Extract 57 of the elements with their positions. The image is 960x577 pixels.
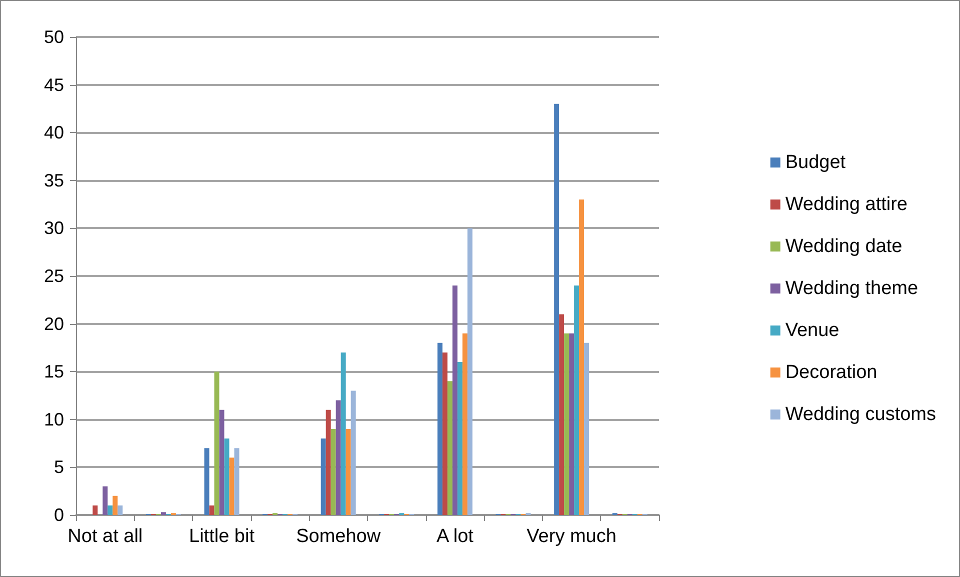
y-tick-label: 40	[44, 122, 64, 143]
x-tick-label: Somehow	[296, 526, 381, 547]
bar	[574, 286, 580, 515]
x-tick-label: Not at all	[68, 526, 143, 547]
legend-label: Wedding customs	[785, 404, 936, 425]
y-tick-label: 15	[44, 362, 64, 382]
x-tick-label: Very much	[526, 526, 616, 547]
bar	[214, 372, 220, 515]
legend-label: Wedding date	[785, 236, 902, 257]
y-tick-label: 30	[44, 218, 64, 238]
bar	[340, 352, 346, 515]
bar	[108, 505, 113, 515]
bar	[118, 505, 123, 515]
legend-label: Wedding theme	[785, 278, 918, 299]
y-tick-label: 35	[44, 170, 64, 190]
bar	[320, 438, 326, 515]
bar	[346, 428, 351, 515]
y-tick-label: 10	[44, 409, 64, 430]
bar	[447, 381, 452, 515]
bar	[584, 342, 590, 515]
legend-label: Decoration	[785, 362, 878, 383]
bar	[326, 410, 331, 515]
bar	[102, 486, 108, 515]
bar	[160, 512, 166, 515]
legend-label: Venue	[785, 320, 840, 341]
y-tick-label: 5	[54, 457, 64, 478]
bar	[564, 333, 570, 515]
bar	[330, 428, 336, 515]
y-tick-label: 45	[44, 74, 64, 95]
bar	[569, 333, 574, 515]
bar	[336, 400, 341, 515]
bar	[112, 496, 118, 515]
bar	[224, 438, 230, 515]
bar	[229, 458, 234, 515]
bar	[554, 104, 560, 515]
bar	[92, 505, 98, 515]
legend-label: Wedding attire	[785, 194, 908, 215]
bar	[457, 362, 462, 515]
bar	[437, 342, 442, 515]
y-tick-label: 25	[44, 266, 64, 286]
bar	[559, 314, 564, 515]
legend-label: Budget	[785, 152, 846, 173]
bar	[209, 505, 214, 515]
bar	[219, 410, 224, 515]
y-tick-label: 0	[54, 505, 64, 525]
x-tick-label: A lot	[436, 526, 474, 547]
bar	[462, 333, 468, 515]
bar	[234, 448, 240, 515]
x-tick-label: Little bit	[189, 526, 256, 547]
bar	[204, 448, 210, 515]
bar	[350, 390, 356, 515]
y-tick-label: 20	[44, 314, 64, 334]
bar	[579, 200, 584, 515]
bar	[442, 352, 448, 515]
bar	[452, 286, 458, 515]
y-tick-label: 50	[44, 27, 64, 47]
bar	[467, 228, 472, 515]
